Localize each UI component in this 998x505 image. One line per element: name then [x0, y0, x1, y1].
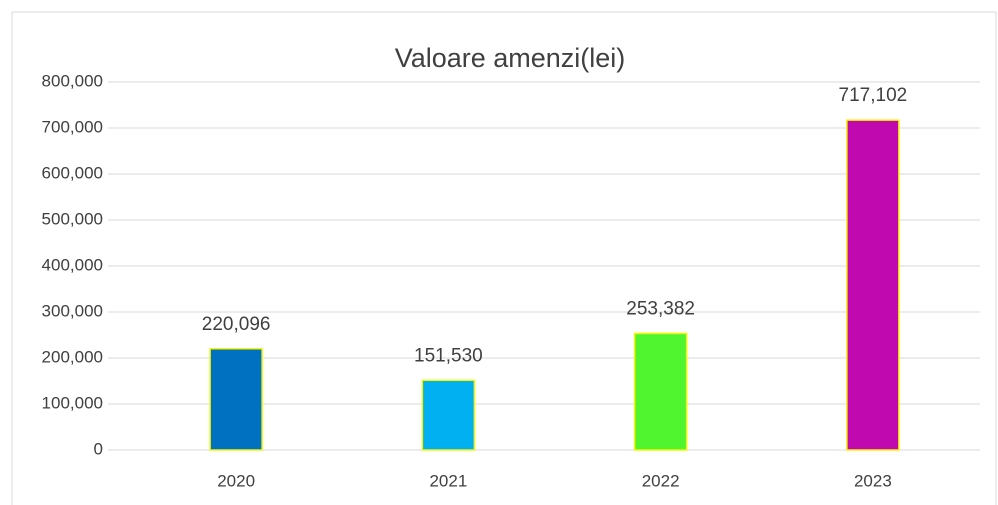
data-label: 717,102	[839, 85, 908, 106]
y-tick-label: 300,000	[42, 301, 103, 320]
bar	[421, 379, 476, 451]
x-tick-label: 2022	[642, 471, 680, 490]
x-tick-label: 2021	[429, 471, 467, 490]
bar	[633, 332, 688, 451]
x-tick-label: 2020	[217, 471, 255, 490]
y-tick-label: 600,000	[42, 163, 103, 182]
y-tick-label: 500,000	[42, 209, 103, 228]
y-tick-label: 800,000	[42, 71, 103, 90]
y-tick-label: 700,000	[42, 117, 103, 136]
y-tick-label: 0	[94, 439, 103, 458]
data-label: 253,382	[626, 298, 695, 319]
bar	[846, 119, 900, 451]
y-tick-label: 400,000	[42, 255, 103, 274]
y-tick-label: 200,000	[42, 347, 103, 366]
x-tick-label: 2023	[854, 471, 892, 490]
data-label: 220,096	[202, 314, 271, 335]
chart-border	[11, 11, 997, 505]
bar	[209, 348, 263, 451]
chart-title: Valoare amenzi(lei)	[395, 43, 626, 73]
data-label: 151,530	[414, 345, 483, 366]
y-tick-label: 100,000	[42, 393, 103, 412]
